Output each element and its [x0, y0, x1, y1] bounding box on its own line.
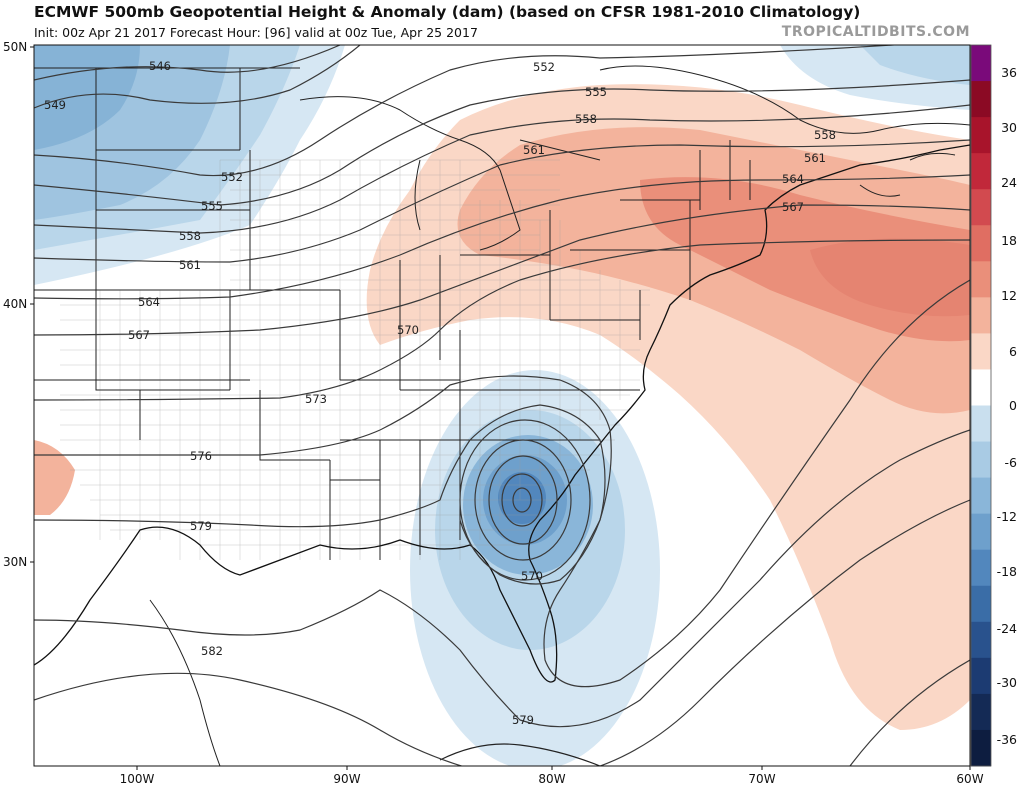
contour-label: 576 [190, 449, 212, 463]
colorbar-swatch [971, 657, 991, 695]
longitude-labels: 100W 90W 80W 70W 60W [120, 766, 984, 786]
colorbar-tick-label: -12 [997, 509, 1017, 524]
colorbar-frame [970, 44, 992, 767]
mexico-border [149, 599, 221, 766]
contour-label: 570 [521, 569, 543, 583]
positive-anomaly-northeast [366, 84, 970, 730]
latitude-label: 30N [3, 555, 27, 569]
colorbar-swatch [971, 153, 991, 190]
colorbar-swatch [971, 405, 991, 443]
contour-label: 558 [575, 112, 597, 126]
colorbar-swatch [971, 117, 991, 154]
contour-label: 579 [512, 713, 534, 727]
contour-label: 552 [221, 170, 243, 184]
colorbar-swatch [971, 261, 991, 298]
colorbar-swatch [971, 45, 991, 82]
colorbar-swatch [971, 297, 991, 334]
colorbar-tick-label: -24 [997, 621, 1017, 636]
colorbar-swatch [971, 441, 991, 479]
colorbar-tick-label: 0 [1009, 398, 1017, 413]
contour-label: 558 [179, 229, 201, 243]
negative-anomaly-northwest [34, 45, 345, 285]
contour-label: 549 [44, 98, 66, 112]
contour-label: 570 [397, 323, 419, 337]
colorbar-tick-label: 36 [1001, 65, 1017, 80]
positive-anomaly-southwest [34, 440, 75, 515]
contour-label: 564 [782, 172, 804, 186]
colorbar-swatch [971, 333, 991, 370]
latitude-labels: 50N 40N 30N [3, 40, 34, 569]
colorbar-swatch [971, 225, 991, 262]
longitude-label: 80W [538, 772, 565, 786]
colorbar-swatch [971, 549, 991, 587]
colorbar-tick-label: 24 [1001, 175, 1017, 190]
site-watermark: TROPICALTIDBITS.COM [781, 24, 970, 40]
colorbar-swatch [971, 729, 991, 767]
colorbar-swatch [971, 477, 991, 515]
colorbar-swatch [971, 693, 991, 731]
contour-label: 582 [201, 644, 223, 658]
colorbar-tick-label: -30 [997, 675, 1017, 690]
contour-label: 567 [128, 328, 150, 342]
contour-label: 567 [782, 200, 804, 214]
colorbar-tick-label: -6 [1005, 455, 1018, 470]
contour-label: 546 [149, 59, 171, 73]
colorbar-swatch [971, 189, 991, 226]
map-subtitle: Init: 00z Apr 21 2017 Forecast Hour: [96… [34, 25, 478, 40]
height-contours [34, 45, 970, 766]
contour-label: 555 [201, 199, 223, 213]
cuba-coast [439, 743, 601, 766]
map-frame [33, 44, 971, 767]
coastline [34, 144, 970, 683]
map-title: ECMWF 500mb Geopotential Height & Anomal… [34, 3, 861, 21]
colorbar-tick-label: 6 [1009, 344, 1017, 359]
longitude-label: 70W [748, 772, 775, 786]
contour-label: 561 [804, 151, 826, 165]
latitude-label: 50N [3, 40, 27, 54]
longitude-label: 60W [956, 772, 983, 786]
latitude-label: 40N [3, 297, 27, 311]
colorbar-swatch [971, 369, 991, 406]
contour-label: 564 [138, 295, 160, 309]
colorbar-swatch [971, 621, 991, 659]
contour-label: 561 [523, 143, 545, 157]
colorbar-tick-label: -36 [997, 732, 1017, 747]
contour-label: 555 [585, 85, 607, 99]
contour-label: 579 [190, 519, 212, 533]
contour-label: 552 [533, 60, 555, 74]
colorbar-tick-labels: 36 30 24 18 12 6 0 -6 -12 -18 -24 -30 -36 [997, 65, 1017, 747]
colorbar-tick-label: 18 [1001, 233, 1017, 248]
great-lakes [299, 96, 601, 251]
colorbar-tick-label: 12 [1001, 288, 1017, 303]
anomaly-colorbar [970, 44, 992, 767]
longitude-label: 90W [333, 772, 360, 786]
colorbar-swatch [971, 585, 991, 623]
colorbar-tick-label: -18 [997, 564, 1017, 579]
contour-label: 561 [179, 258, 201, 272]
colorbar-tick-label: 30 [1001, 120, 1017, 135]
contour-label: 573 [305, 392, 327, 406]
colorbar-swatch [971, 81, 991, 118]
canada-coast [599, 65, 970, 197]
longitude-label: 100W [120, 772, 155, 786]
colorbar-swatch [971, 513, 991, 551]
contour-label: 558 [814, 128, 836, 142]
